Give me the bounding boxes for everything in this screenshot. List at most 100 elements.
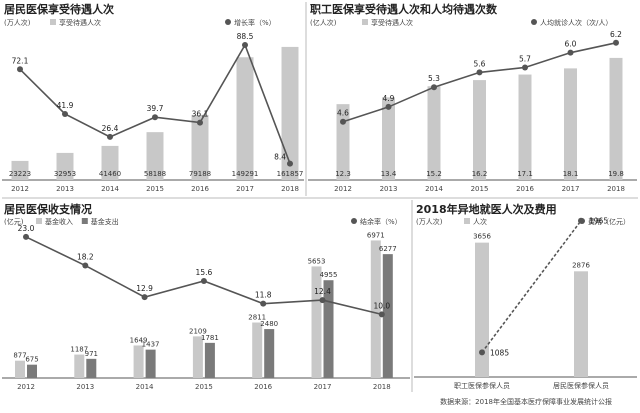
bar-value-label: 877	[13, 352, 26, 360]
chart-title: 居民医保收支情况	[4, 202, 92, 216]
bar-value-label: 1187	[70, 346, 88, 354]
legend-line-marker	[351, 218, 357, 224]
bar-2-1-2	[145, 349, 156, 378]
bar-value-label: 971	[85, 350, 98, 358]
line-point-0-1	[62, 110, 68, 117]
x-tick-label: 2012	[334, 185, 352, 193]
bar-0-0-0	[11, 160, 29, 180]
bar-3-0-1	[574, 271, 588, 377]
legend-swatch-1	[81, 218, 88, 224]
bar-2-1-4	[264, 329, 275, 378]
bar-1-0-5	[564, 68, 577, 180]
bar-1-0-0	[336, 104, 350, 180]
x-tick-label: 2014	[136, 383, 154, 391]
legend-swatch-0	[50, 19, 56, 25]
bar-1-0-4	[518, 74, 532, 180]
line-point-3-0	[479, 349, 485, 356]
line-point-0-4	[197, 119, 203, 126]
line-point-2-5	[319, 297, 326, 304]
bar-value-label: 18.1	[563, 170, 579, 178]
line-point-label: 1965	[589, 217, 608, 226]
line-point-1-1	[385, 103, 392, 110]
x-tick-label: 2012	[11, 185, 29, 193]
x-tick-label: 2015	[195, 383, 213, 391]
line-point-3-1	[578, 217, 584, 224]
line-point-label: 36.1	[192, 110, 209, 119]
bar-value-label: 41460	[99, 170, 121, 178]
line-point-label: 5.3	[428, 74, 440, 83]
bar-value-label: 149291	[232, 170, 259, 178]
bar-1-0-6	[609, 57, 623, 180]
line-point-2-4	[260, 300, 267, 307]
bar-1-0-1	[382, 97, 395, 180]
bar-2-0-1	[74, 354, 85, 378]
line-point-label: 23.0	[18, 224, 35, 233]
bar-value-label: 161857	[277, 170, 304, 178]
x-tick-label: 2013	[380, 185, 398, 193]
bar-0-0-5	[236, 57, 254, 181]
line-point-label: 6.2	[610, 30, 622, 39]
legend-line-marker	[531, 19, 537, 25]
bar-0-0-3	[146, 132, 164, 180]
legend-label-0: 人次	[473, 217, 487, 226]
line-point-label: 88.5	[237, 32, 254, 41]
x-tick-label: 2017	[236, 185, 254, 193]
bar-value-label: 4955	[320, 271, 338, 279]
x-tick-label: 职工医保参保人员	[454, 381, 510, 390]
bar-value-label: 58188	[144, 170, 166, 178]
x-tick-label: 2014	[425, 185, 443, 193]
line-point-label: 5.6	[474, 59, 486, 68]
line-point-1-2	[431, 84, 437, 91]
bar-value-label: 32953	[54, 170, 76, 178]
unit-label: (万人次)	[4, 18, 31, 27]
line-point-label: 6.0	[565, 40, 577, 49]
bar-value-label: 19.8	[608, 170, 624, 178]
bar-value-label: 675	[25, 356, 38, 364]
bar-value-label: 2109	[189, 327, 207, 335]
line-point-label: 12.9	[136, 284, 153, 293]
bar-value-label: 2480	[260, 320, 278, 328]
line-point-label: 41.9	[57, 101, 74, 110]
bar-2-1-5	[323, 280, 334, 378]
line-point-1-0	[340, 118, 346, 125]
bar-2-1-1	[86, 358, 97, 378]
line-point-1-6	[613, 39, 619, 46]
line-point-label: 10.0	[373, 301, 390, 310]
bar-0-0-2	[101, 145, 119, 180]
x-tick-label: 2015	[471, 185, 489, 193]
bar-value-label: 15.2	[426, 170, 442, 178]
bar-value-label: 6277	[379, 245, 397, 253]
bar-value-label: 2876	[572, 261, 590, 269]
x-tick-label: 2012	[17, 383, 35, 391]
bar-2-0-5	[311, 266, 322, 378]
unit-label: (万人次)	[416, 217, 443, 226]
bar-2-0-4	[252, 322, 263, 378]
line-point-label: 1085	[490, 348, 509, 357]
legend-swatch-0	[464, 218, 470, 224]
bar-value-label: 1781	[201, 334, 219, 342]
line-series-path	[481, 220, 582, 353]
line-point-0-6	[287, 160, 293, 167]
bar-3-0-0	[475, 242, 489, 377]
x-tick-label: 2016	[254, 383, 272, 391]
bar-value-label: 17.1	[517, 170, 533, 178]
bar-2-0-0	[15, 360, 25, 378]
line-point-1-4	[522, 64, 528, 71]
legend-swatch-0	[362, 19, 368, 25]
line-point-label: 8.4	[274, 153, 286, 162]
bar-0-0-1	[56, 152, 74, 180]
x-tick-label: 2018	[373, 383, 391, 391]
bar-1-0-2	[427, 86, 441, 180]
bar-2-1-0	[27, 364, 37, 378]
line-point-0-5	[242, 42, 248, 49]
line-point-label: 11.8	[255, 291, 272, 300]
x-tick-label: 2014	[101, 185, 119, 193]
chart-title: 居民医保享受待遇人次	[4, 2, 114, 16]
x-tick-label: 2016	[191, 185, 209, 193]
line-point-label: 4.9	[383, 94, 395, 103]
x-tick-label: 2018	[607, 185, 625, 193]
bar-value-label: 2811	[248, 314, 266, 322]
line-point-0-3	[152, 114, 158, 121]
